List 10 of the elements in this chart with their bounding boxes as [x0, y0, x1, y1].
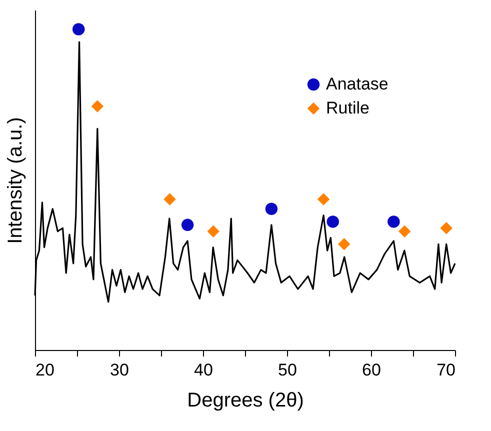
- x-tick-label: 40: [194, 360, 213, 380]
- x-tick-label: 30: [110, 360, 129, 380]
- x-tick-label: 70: [436, 360, 456, 380]
- legend-label: Rutile: [326, 98, 370, 118]
- x-tick-label: 50: [278, 360, 297, 380]
- legend-label: Anatase: [326, 74, 388, 94]
- x-tick-label: 20: [36, 360, 54, 380]
- y-axis-title: Intensity (a.u.): [4, 117, 26, 244]
- x-axis-title: Degrees (2θ): [187, 390, 304, 412]
- x-tick-label: 60: [362, 360, 381, 380]
